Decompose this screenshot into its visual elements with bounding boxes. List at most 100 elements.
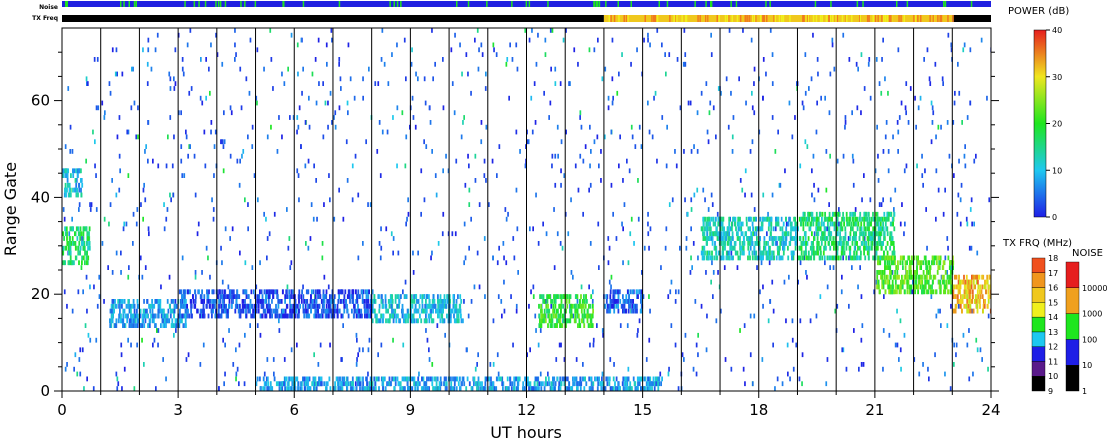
power-cell — [852, 211, 855, 217]
power-cell — [157, 303, 160, 309]
power-cell — [965, 274, 968, 280]
power-cell — [825, 245, 827, 251]
power-cell — [507, 211, 509, 217]
power-cell — [879, 231, 882, 237]
power-cell — [986, 95, 988, 101]
power-cell — [300, 299, 303, 304]
power-cell — [417, 250, 419, 256]
power-cell — [476, 28, 479, 33]
power-cell — [167, 308, 170, 314]
power-cell — [798, 245, 801, 251]
power-cell — [848, 245, 851, 251]
power-cell — [114, 323, 117, 328]
power-cell — [63, 216, 66, 222]
power-cell — [163, 202, 165, 207]
power-cell — [878, 241, 881, 246]
power-cell — [326, 61, 328, 67]
noise-tick — [456, 1, 458, 7]
power-cell — [838, 207, 840, 212]
power-cell — [809, 318, 812, 324]
power-cell — [967, 308, 970, 314]
power-cell — [238, 182, 241, 188]
power-cell — [137, 134, 139, 140]
power-cell — [77, 168, 79, 174]
tx-freq-tick — [763, 15, 765, 22]
power-cell — [157, 163, 160, 169]
power-cell — [550, 299, 552, 304]
power-cell — [109, 90, 112, 96]
power-cell — [646, 376, 649, 382]
power-cell — [159, 303, 162, 309]
power-cell — [864, 245, 867, 251]
power-cell — [84, 260, 86, 266]
power-cell — [352, 299, 354, 304]
power-cell — [392, 250, 394, 256]
power-cell — [122, 226, 125, 232]
power-cell — [173, 308, 176, 314]
power-cell — [127, 274, 130, 280]
power-cell — [752, 226, 754, 232]
power-cell — [185, 129, 187, 135]
power-cell — [811, 245, 814, 251]
power-cell — [837, 255, 840, 261]
power-cell — [690, 207, 693, 212]
power-cell — [782, 250, 785, 256]
power-cell — [522, 381, 525, 387]
power-cell — [977, 294, 980, 299]
power-cell — [130, 342, 132, 348]
power-cell — [838, 221, 840, 227]
power-cell — [604, 134, 606, 140]
tx-freq-tick — [718, 15, 720, 22]
power-cell — [848, 255, 850, 261]
power-cell — [431, 149, 433, 154]
power-cell — [511, 57, 514, 62]
power-cell — [889, 236, 891, 241]
power-cell — [327, 124, 329, 130]
power-cell — [622, 260, 624, 266]
power-cell — [901, 260, 904, 266]
power-cell — [927, 366, 929, 372]
power-cell — [433, 303, 435, 309]
power-cell — [711, 236, 714, 241]
power-cell — [379, 318, 382, 324]
power-cell — [588, 376, 590, 382]
power-cell — [144, 318, 147, 324]
power-cell — [926, 265, 929, 270]
power-cell — [840, 221, 843, 227]
power-cell — [62, 260, 65, 266]
power-cell — [948, 153, 951, 159]
power-cell — [229, 105, 232, 111]
power-cell — [769, 299, 771, 304]
power-cell — [62, 250, 64, 256]
power-cell — [451, 386, 454, 391]
power-cell — [150, 313, 152, 319]
power-cell — [664, 52, 666, 57]
power-cell — [322, 134, 325, 140]
power-cell — [351, 163, 354, 169]
power-cell — [267, 308, 269, 314]
power-cell — [62, 207, 65, 212]
power-cell — [528, 303, 530, 309]
power-cell — [591, 303, 594, 309]
power-cell — [958, 90, 961, 96]
power-cell — [970, 279, 973, 285]
power-cell — [769, 236, 771, 241]
power-cell — [517, 270, 519, 275]
power-cell — [406, 216, 408, 222]
power-cell — [610, 129, 613, 135]
power-cell — [446, 299, 449, 304]
power-cell — [81, 241, 83, 246]
tx-freq-tick — [656, 15, 659, 22]
power-cell — [805, 245, 807, 251]
power-cell — [749, 245, 752, 251]
power-cell — [604, 303, 607, 309]
power-cell — [68, 192, 71, 198]
tx-freq-tick — [929, 15, 931, 22]
power-cell — [468, 163, 470, 169]
power-cell — [829, 231, 832, 237]
power-cell — [369, 308, 372, 314]
power-cell — [759, 226, 762, 232]
power-cell — [296, 129, 298, 135]
power-cell — [64, 192, 67, 198]
power-cell — [887, 90, 889, 96]
